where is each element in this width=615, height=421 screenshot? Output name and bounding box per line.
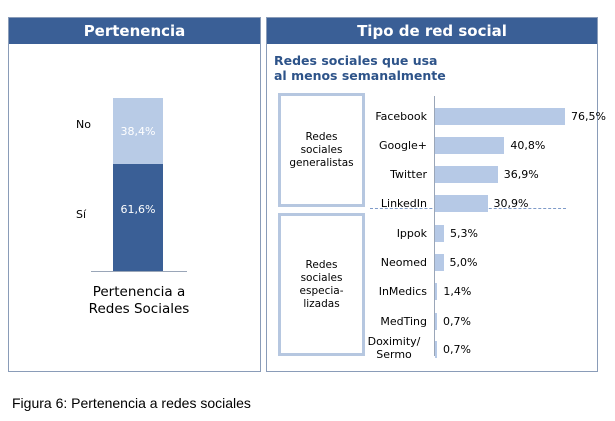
bar-value-label: 1,4%: [443, 285, 472, 298]
category-label: Facebook: [375, 110, 427, 123]
category-label: Doximity/Sermo: [367, 335, 421, 361]
label-no: No: [76, 118, 91, 131]
group-generalistas-label: Redes sociales generalistas: [289, 130, 354, 169]
figure-caption: Figura 6: Pertenencia a redes sociales: [12, 395, 251, 411]
pertenencia-panel: Pertenencia No Sí 38,4% 61,6% Pertenenci…: [8, 17, 261, 372]
bar-value-label: 5,3%: [450, 227, 478, 240]
bar: [435, 313, 437, 330]
bar-label-si: 61,6%: [120, 202, 156, 216]
bar-segment-si: 61,6%: [113, 164, 163, 271]
label-si: Sí: [76, 208, 87, 221]
tipo-red-social-panel: Tipo de red social Redes sociales que us…: [266, 17, 606, 372]
bar: [435, 341, 437, 358]
bar-value-label: 5,0%: [449, 256, 478, 269]
category-label: Neomed: [380, 256, 427, 269]
stack-caption-line2: Redes Sociales: [88, 301, 190, 317]
bar: [435, 108, 566, 125]
stack-caption-line1: Pertenencia a: [92, 284, 186, 300]
category-label: LinkedIn: [380, 197, 427, 210]
bar-value-label: 76,5%: [571, 110, 606, 123]
bar-segment-no: 38,4%: [113, 98, 163, 165]
pertenencia-header: Pertenencia: [9, 18, 260, 44]
bar: [435, 195, 488, 212]
group-especializadas-label: Redes sociales especia-lizadas: [299, 258, 344, 310]
chart-subtitle: Redes sociales que usa al menos semanalm…: [274, 53, 574, 83]
chart-subtitle-line2: al menos semanalmente: [274, 68, 446, 83]
group-especializadas: Redes sociales especia-lizadas: [278, 213, 365, 356]
category-label: Twitter: [390, 168, 427, 181]
bar-value-label: 30,9%: [493, 197, 529, 210]
bar: [435, 254, 444, 271]
category-label: InMedics: [378, 285, 427, 298]
tipo-red-social-header: Tipo de red social: [267, 18, 597, 44]
bar: [435, 283, 438, 300]
chart-subtitle-line1: Redes sociales que usa: [274, 53, 438, 68]
bar-label-no: 38,4%: [120, 124, 156, 138]
stack-baseline: [91, 271, 187, 272]
bar: [435, 225, 444, 242]
bar-value-label: 0,7%: [443, 343, 471, 356]
group-generalistas: Redes sociales generalistas: [278, 93, 365, 207]
category-label: Ippok: [396, 227, 427, 240]
category-axis: [434, 96, 435, 356]
bar: [435, 137, 505, 154]
bar-value-label: 0,7%: [443, 315, 471, 328]
bar: [435, 166, 498, 183]
bar-value-label: 40,8%: [510, 139, 546, 152]
stack-caption: Pertenencia a Redes Sociales: [69, 284, 209, 318]
bar-value-label: 36,9%: [503, 168, 539, 181]
category-label: MedTing: [380, 315, 427, 328]
category-label: Google+: [378, 139, 427, 152]
